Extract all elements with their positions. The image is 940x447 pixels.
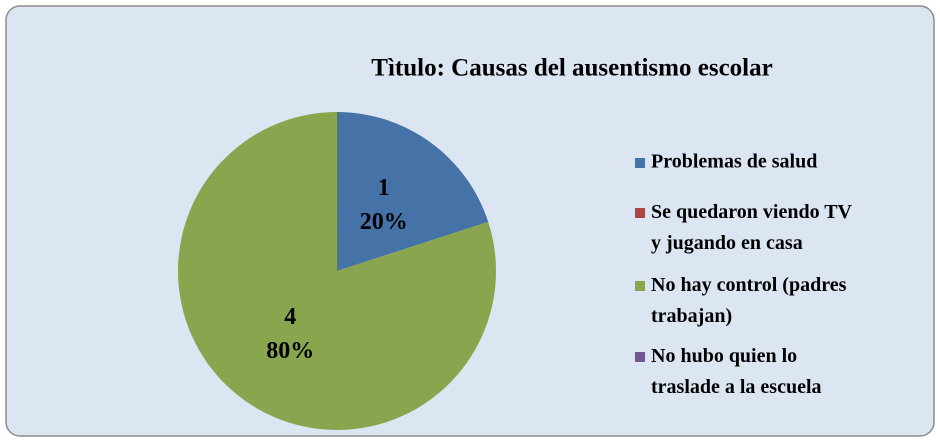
legend-swatch (635, 208, 645, 218)
legend-swatch (635, 281, 645, 291)
pie-slice (178, 112, 496, 430)
data-label: 80% (266, 338, 314, 364)
legend-label: No hubo quien lo traslade a la escuela (651, 345, 822, 398)
legend-swatch (635, 158, 645, 168)
data-label: 4 (284, 304, 296, 330)
chart-title: Tìtulo: Causas del ausentismo escolar (371, 55, 772, 82)
legend-label: No hay control (padres trabajan) (651, 274, 851, 327)
data-label: 20% (360, 209, 408, 235)
legend-swatch (635, 352, 645, 362)
legend-label: Se quedaron viendo TV y jugando en casa (651, 201, 857, 254)
pie-slice (337, 112, 489, 271)
data-label: 1 (378, 175, 390, 201)
legend-label: Problemas de salud (651, 151, 817, 173)
